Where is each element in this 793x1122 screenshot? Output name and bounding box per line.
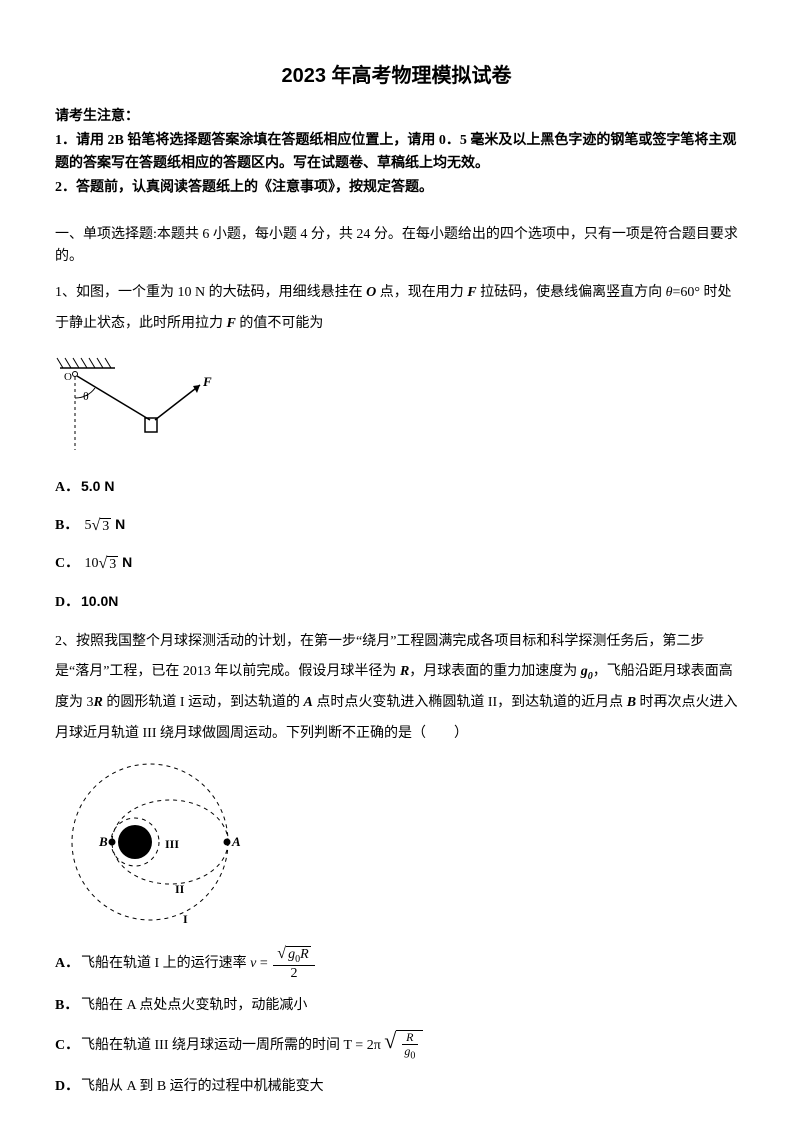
q2-option-C: C．飞船在轨道 III 绕月球运动一周所需的时间 T = 2π √ R g0 bbox=[55, 1030, 738, 1062]
q1-diagram-F-label: F bbox=[202, 374, 212, 389]
q1-diagram-O-label: O bbox=[64, 371, 72, 383]
q1-O: O bbox=[366, 285, 376, 300]
notice-block: 请考生注意： 1．请用 2B 铅笔将选择题答案涂填在答题纸相应位置上，请用 0．… bbox=[55, 106, 738, 200]
q2-text-2: ，月球表面的重力加速度为 bbox=[409, 664, 581, 679]
q1-option-A: A．5.0 N bbox=[55, 474, 738, 500]
q1-option-B-rad: 3 bbox=[100, 518, 111, 534]
q1-option-C-pre: 10 bbox=[85, 556, 99, 571]
q2-g0: g0 bbox=[581, 664, 593, 679]
option-label: A． bbox=[55, 951, 81, 976]
q2-option-A-pre: 飞船在轨道 I 上的运行速率 bbox=[81, 956, 247, 971]
q1-F-2: F bbox=[227, 316, 236, 331]
q2-diagram-I-label: I bbox=[183, 912, 188, 926]
q1-text-3: 拉砝码，使悬线偏离竖直方向 bbox=[477, 285, 666, 300]
q2-diagram-B-label: B bbox=[98, 834, 108, 849]
q2-text-5: 点时点火变轨进入椭圆轨道 II，到达轨道的近月点 bbox=[313, 695, 627, 710]
q2-option-D: D．飞船从 A 到 B 运行的过程中机械能变大 bbox=[55, 1074, 738, 1099]
option-label: B． bbox=[55, 513, 81, 538]
q1-option-C-post: N bbox=[118, 554, 132, 570]
q1-diagram-theta-label: θ bbox=[83, 389, 89, 403]
q1-F-1: F bbox=[467, 285, 476, 300]
q2-option-B-text: 飞船在 A 点处点火变轨时，动能减小 bbox=[81, 998, 307, 1013]
q2-diagram: A B III II I bbox=[55, 760, 738, 932]
q2-A: A bbox=[304, 695, 313, 710]
q1-option-D-text: 10.0N bbox=[81, 593, 118, 609]
q1-text-5: 的值不可能为 bbox=[236, 316, 324, 331]
q1-option-D: D．10.0N bbox=[55, 589, 738, 615]
notice-heading: 请考生注意： bbox=[55, 106, 738, 128]
sqrt-icon: √ R g0 bbox=[384, 1030, 423, 1062]
option-label: C． bbox=[55, 1033, 81, 1058]
q1-option-B: B． 5√3 N bbox=[55, 512, 738, 538]
q1-option-B-pre: 5 bbox=[85, 518, 92, 533]
option-label: D． bbox=[55, 590, 81, 615]
q1-option-C-rad: 3 bbox=[107, 556, 118, 572]
q2-R: R bbox=[400, 664, 409, 679]
q1-option-C: C． 10√3 N bbox=[55, 550, 738, 576]
section1-heading: 一、单项选择题:本题共 6 小题，每小题 4 分，共 24 分。在每小题给出的四… bbox=[55, 224, 738, 269]
q2-diagram-A-label: A bbox=[231, 834, 241, 849]
q2-diagram-svg: A B III II I bbox=[55, 760, 245, 932]
q2-B: B bbox=[627, 695, 636, 710]
q2-option-B: B．飞船在 A 点处点火变轨时，动能减小 bbox=[55, 993, 738, 1018]
notice-line-2: 2．答题前，认真阅读答题纸上的《注意事项》，按规定答题。 bbox=[55, 177, 738, 199]
q1-diagram: O θ F bbox=[55, 350, 738, 460]
option-label: A． bbox=[55, 475, 81, 500]
notice-line-1: 1．请用 2B 铅笔将选择题答案涂填在答题纸相应位置上，请用 0．5 毫米及以上… bbox=[55, 130, 738, 175]
q2-option-A-eq: = bbox=[256, 956, 271, 971]
q2-option-C-pre: 飞船在轨道 III 绕月球运动一周所需的时间 bbox=[81, 1038, 340, 1053]
q2-diagram-II-label: II bbox=[175, 882, 185, 896]
q2-option-A: A．飞船在轨道 I 上的运行速率 v = √g0R 2 bbox=[55, 946, 738, 981]
sqrt-icon: √3 bbox=[92, 518, 112, 534]
q1-option-B-post: N bbox=[111, 516, 125, 532]
fraction-icon: R g0 bbox=[400, 1031, 419, 1062]
question-2: 2、按照我国整个月球探测活动的计划，在第一步“绕月”工程圆满完成各项目标和科学探… bbox=[55, 627, 738, 750]
question-1: 1、如图，一个重为 10 N 的大砝码，用细线悬挂在 O 点，现在用力 F 拉砝… bbox=[55, 278, 738, 340]
q2-text-4: 的圆形轨道 I 运动，到达轨道的 bbox=[103, 695, 304, 710]
q1-diagram-svg: O θ F bbox=[55, 350, 235, 460]
q1-text-1: 1、如图，一个重为 10 N 的大砝码，用细线悬挂在 bbox=[55, 285, 366, 300]
page-title: 2023 年高考物理模拟试卷 bbox=[55, 60, 738, 92]
q2-option-D-text: 飞船从 A 到 B 运行的过程中机械能变大 bbox=[81, 1079, 324, 1094]
fraction-icon: √g0R 2 bbox=[273, 946, 314, 981]
option-label: D． bbox=[55, 1074, 81, 1099]
q2-diagram-III-label: III bbox=[165, 837, 179, 851]
q1-option-A-text: 5.0 N bbox=[81, 478, 114, 494]
q1-text-2: 点，现在用力 bbox=[376, 285, 467, 300]
q2-option-C-T: T = 2π bbox=[344, 1038, 381, 1053]
option-label: C． bbox=[55, 551, 81, 576]
q2-R2: R bbox=[94, 695, 103, 710]
option-label: B． bbox=[55, 993, 81, 1018]
sqrt-icon: √3 bbox=[99, 556, 119, 572]
